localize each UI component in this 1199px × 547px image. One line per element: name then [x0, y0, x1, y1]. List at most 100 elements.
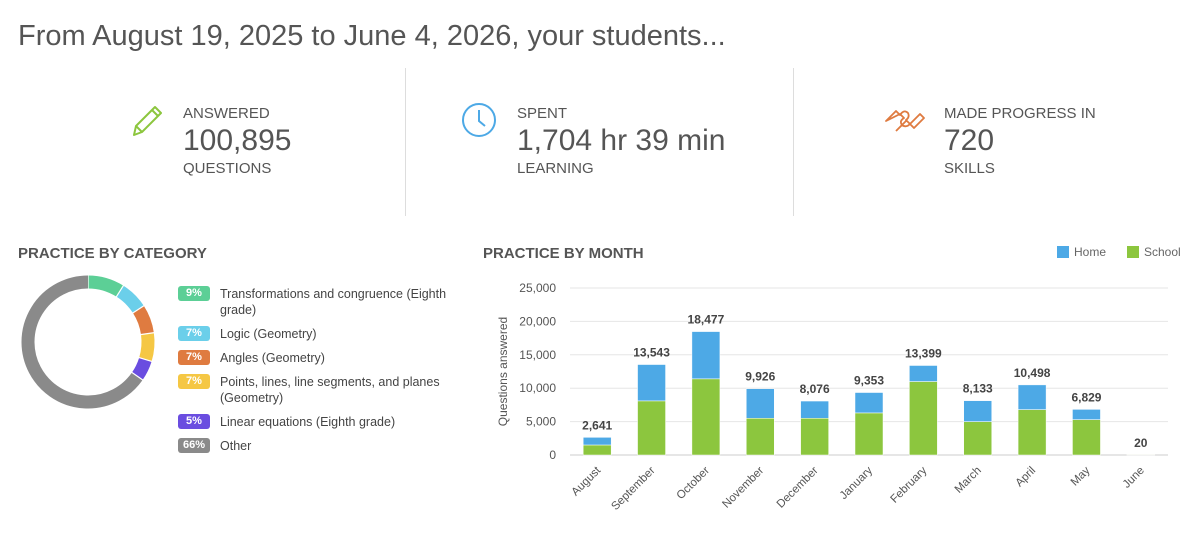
- stat-value: 100,895: [183, 124, 292, 157]
- bar-segment: [637, 364, 666, 402]
- x-tick-label: November: [720, 465, 766, 511]
- stat-progress: MADE PROGRESS IN 720 SKILLS: [944, 105, 1096, 177]
- stat-label: MADE PROGRESS IN: [944, 105, 1096, 122]
- legend-swatch: [1127, 246, 1139, 258]
- legend-badge: 9%: [178, 286, 210, 301]
- total-label: 8,076: [800, 382, 830, 396]
- total-label: 9,353: [854, 374, 884, 388]
- stat-value: 1,704 hr 39 min: [517, 124, 726, 157]
- bar-segment: [800, 418, 829, 456]
- legend-label: Linear equations (Eighth grade): [220, 415, 396, 429]
- legend-badge: 7%: [178, 326, 210, 341]
- x-tick-label: June: [1121, 465, 1147, 491]
- stat-label: ANSWERED: [183, 105, 270, 122]
- slice-gap: [139, 331, 156, 336]
- slice-gap: [131, 304, 146, 315]
- bar-segment: [1017, 384, 1047, 410]
- legend-swatch: [1057, 246, 1069, 258]
- x-tick-label: August: [569, 464, 603, 498]
- legend-badge: 66%: [178, 438, 210, 453]
- bar-segment: [963, 421, 992, 456]
- total-label: 13,399: [905, 346, 942, 360]
- bar-segment: [582, 444, 612, 456]
- pie-slice: [139, 332, 155, 362]
- bar-segment: [1017, 409, 1047, 456]
- bar-segment: [800, 400, 829, 419]
- stat-label: LEARNING: [517, 160, 594, 177]
- divider: [405, 68, 406, 216]
- y-tick-label: 20,000: [519, 314, 556, 328]
- y-tick-label: 15,000: [519, 348, 556, 362]
- divider: [793, 68, 794, 216]
- total-label: 13,543: [633, 346, 670, 360]
- y-tick-label: 5,000: [526, 415, 556, 429]
- x-tick-label: September: [609, 465, 657, 513]
- bar-segment: [1072, 419, 1101, 456]
- x-tick-label: January: [838, 464, 876, 502]
- slice-gap: [130, 371, 145, 382]
- legend-item: 7% Logic (Geometry): [178, 326, 450, 342]
- pencil-icon: [133, 106, 162, 136]
- legend-label: Angles (Geometry): [220, 351, 325, 365]
- stat-spent: SPENT 1,704 hr 39 min LEARNING: [517, 105, 725, 177]
- page-title: From August 19, 2025 to June 4, 2026, yo…: [18, 20, 726, 52]
- stat-label: QUESTIONS: [183, 160, 272, 177]
- bar-segment: [691, 378, 721, 456]
- clock-icon: [462, 103, 496, 137]
- pie-slice: [131, 357, 152, 380]
- x-tick-label: February: [888, 464, 929, 505]
- y-axis-label: Questions answered: [496, 317, 510, 426]
- legend-item: 66% Other: [178, 438, 450, 454]
- total-label: 10,498: [1014, 366, 1051, 380]
- legend-label: Logic (Geometry): [220, 327, 317, 341]
- bar-segment: [746, 418, 775, 456]
- pie-slice: [21, 275, 143, 409]
- bar-segment: [582, 437, 612, 446]
- legend-label: Transformations and congruence (Eighth g…: [220, 287, 447, 317]
- x-tick-label: May: [1069, 464, 1093, 488]
- total-label: 6,829: [1071, 390, 1101, 404]
- bar-segment: [1072, 409, 1101, 420]
- legend-label: Home: [1074, 245, 1106, 259]
- stat-answered: ANSWERED 100,895 QUESTIONS: [183, 105, 291, 177]
- y-tick-label: 25,000: [519, 281, 556, 295]
- legend-label: Other: [220, 439, 252, 453]
- total-label: 18,477: [688, 313, 725, 327]
- bar-segment: [854, 392, 884, 414]
- legend-label: School: [1144, 245, 1181, 259]
- bar-segment: [909, 381, 938, 456]
- slice-gap: [137, 356, 154, 363]
- total-label: 2,641: [582, 418, 612, 432]
- total-label: 9,926: [745, 370, 775, 384]
- y-tick-label: 10,000: [519, 381, 556, 395]
- bar-segment: [963, 400, 992, 422]
- pie-slice: [87, 275, 124, 297]
- bar-segment: [746, 388, 775, 419]
- x-tick-label: March: [953, 465, 984, 496]
- bar-segment: [909, 365, 938, 382]
- stat-label: SPENT: [517, 105, 568, 122]
- chart-title: PRACTICE BY MONTH: [483, 245, 644, 262]
- legend-badge: 5%: [178, 414, 210, 429]
- x-tick-label: December: [775, 465, 821, 511]
- legend-badge: 7%: [178, 374, 210, 389]
- bar-segment: [637, 400, 666, 456]
- total-label: 20: [1134, 436, 1148, 450]
- slice-gap: [115, 284, 125, 299]
- total-label: 8,133: [963, 382, 993, 396]
- legend-label: Points, lines, line segments, and planes…: [220, 375, 440, 405]
- pie-legend: 9% Transformations and congruence (Eighth…: [178, 286, 450, 462]
- pie-slice: [132, 305, 154, 335]
- y-tick-label: 0: [549, 448, 556, 462]
- x-tick-label: October: [675, 465, 713, 503]
- stat-label: SKILLS: [944, 160, 995, 177]
- legend-item: 9% Transformations and congruence (Eighth…: [178, 286, 450, 318]
- bar-segment: [691, 331, 721, 380]
- legend-item: 5% Linear equations (Eighth grade): [178, 414, 450, 430]
- legend-badge: 7%: [178, 350, 210, 365]
- legend-item: 7% Points, lines, line segments, and plan…: [178, 374, 450, 406]
- x-tick-label: April: [1013, 465, 1038, 490]
- pie-slice: [116, 285, 144, 314]
- puzzle-icon: [885, 110, 925, 132]
